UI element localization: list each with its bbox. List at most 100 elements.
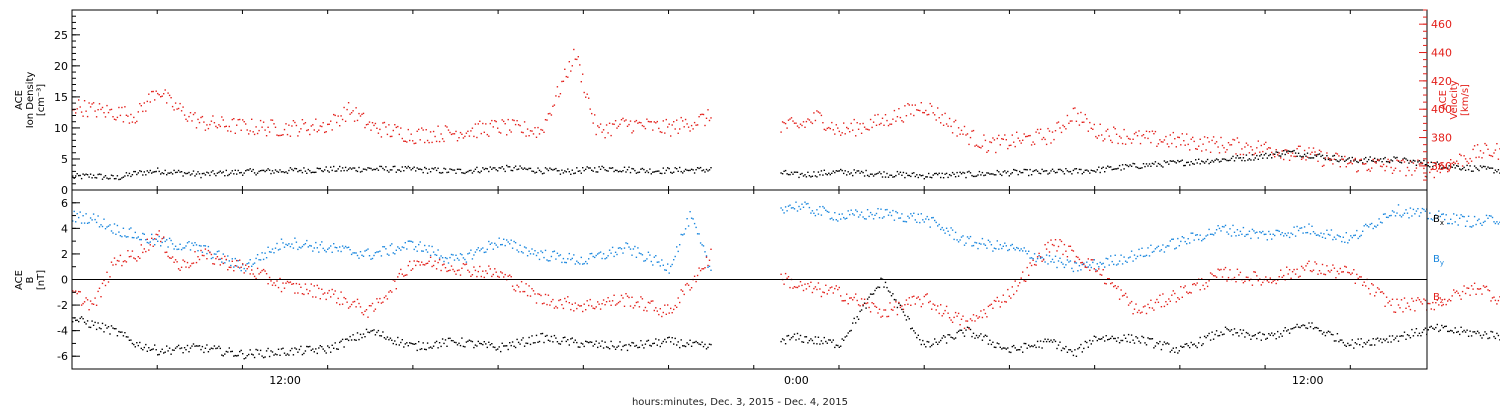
bx-point	[676, 344, 677, 345]
bx-point	[1280, 333, 1281, 334]
velocity-point	[163, 93, 164, 94]
density-point	[865, 170, 866, 171]
by-point	[473, 254, 474, 255]
bx-point	[672, 337, 673, 338]
bx-point	[1217, 335, 1218, 336]
bx-point	[1228, 329, 1229, 330]
density-point	[1009, 175, 1010, 176]
bx-point	[427, 342, 428, 343]
velocity-point	[512, 119, 513, 120]
velocity-point	[979, 147, 980, 148]
bz-point	[1016, 290, 1017, 291]
bx-point	[75, 320, 76, 321]
bz-point	[891, 309, 892, 310]
bz-point	[375, 309, 376, 310]
density-point	[1147, 165, 1148, 166]
velocity-point	[291, 125, 292, 126]
density-point	[839, 170, 840, 171]
bz-point	[931, 309, 932, 310]
density-point	[1289, 151, 1290, 152]
by-point	[1173, 239, 1174, 240]
by-point	[1192, 233, 1193, 234]
density-point	[603, 167, 604, 168]
velocity-point	[320, 125, 321, 126]
bz-point	[1146, 313, 1147, 314]
velocity-point	[88, 102, 89, 103]
velocity-point	[494, 120, 495, 121]
velocity-point	[903, 121, 904, 122]
by-point	[99, 226, 100, 227]
by-point	[1282, 232, 1283, 233]
by-point	[1259, 231, 1260, 232]
by-point	[281, 239, 282, 240]
bz-point	[794, 286, 795, 287]
density-point	[390, 169, 391, 170]
density-point	[613, 171, 614, 172]
velocity-point	[861, 133, 862, 134]
density-point	[157, 167, 158, 168]
velocity-point	[1317, 161, 1318, 162]
velocity-point	[534, 127, 535, 128]
by-point	[1053, 262, 1054, 263]
by-point	[901, 213, 902, 214]
by-point	[111, 230, 112, 231]
bx-point	[915, 332, 916, 333]
density-point	[806, 176, 807, 177]
bx-point	[1138, 341, 1139, 342]
density-point	[1268, 155, 1269, 156]
by-point	[323, 248, 324, 249]
bz-point	[555, 306, 556, 307]
bz-point	[1290, 278, 1291, 279]
velocity-point	[694, 122, 695, 123]
velocity-point	[676, 120, 677, 121]
velocity-point	[607, 132, 608, 133]
velocity-point	[335, 115, 336, 116]
velocity-point	[1092, 129, 1093, 130]
by-point	[1307, 232, 1308, 233]
density-point	[291, 169, 292, 170]
bz-point	[112, 264, 113, 265]
density-point	[215, 175, 216, 176]
bz-point	[487, 273, 488, 274]
bz-point	[233, 270, 234, 271]
density-point	[178, 170, 179, 171]
bz-point	[1322, 264, 1323, 265]
velocity-point	[303, 123, 304, 124]
by-point	[1001, 248, 1002, 249]
velocity-point	[156, 91, 157, 92]
density-point	[809, 175, 810, 176]
by-point	[1395, 215, 1396, 216]
by-point	[551, 256, 552, 257]
velocity-point	[1474, 145, 1475, 146]
density-point	[1296, 156, 1297, 157]
bx-point	[1262, 333, 1263, 334]
density-point	[196, 173, 197, 174]
bx-point	[874, 290, 875, 291]
velocity-point	[499, 132, 500, 133]
bx-point	[593, 345, 594, 346]
bz-point	[590, 299, 591, 300]
velocity-point	[241, 130, 242, 131]
velocity-point	[190, 112, 191, 113]
by-point	[663, 265, 664, 266]
bx-point	[1323, 332, 1324, 333]
density-point	[1095, 171, 1096, 172]
by-point	[554, 251, 555, 252]
bx-point	[185, 349, 186, 350]
velocity-point	[1250, 146, 1251, 147]
bz-point	[311, 283, 312, 284]
velocity-point	[376, 128, 377, 129]
density-point	[824, 170, 825, 171]
bz-point	[1070, 246, 1071, 247]
by-point	[700, 242, 701, 243]
velocity-point	[956, 135, 957, 136]
bx-point	[1387, 342, 1388, 343]
bx-point	[358, 339, 359, 340]
by-point	[178, 249, 179, 250]
by-point	[372, 258, 373, 259]
density-point	[1274, 154, 1275, 155]
by-point	[1358, 238, 1359, 239]
bz-point	[1237, 269, 1238, 270]
by-point	[1352, 237, 1353, 238]
bz-point	[169, 257, 170, 258]
